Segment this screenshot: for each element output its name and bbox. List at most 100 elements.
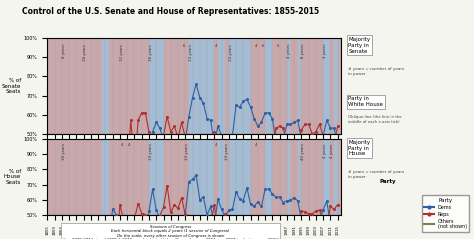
Bar bbox=[247, 139, 251, 215]
Legend: Dems, Reps, Others
(not shown): Dems, Reps, Others (not shown) bbox=[421, 195, 469, 232]
Text: 4: 4 bbox=[215, 143, 218, 147]
Bar bbox=[319, 38, 323, 134]
Text: Party in
White House: Party in White House bbox=[348, 96, 383, 107]
Bar bbox=[337, 139, 341, 215]
Bar bbox=[109, 38, 113, 134]
Bar bbox=[124, 139, 127, 215]
Bar bbox=[319, 139, 323, 215]
Bar bbox=[276, 139, 280, 215]
Bar bbox=[185, 139, 189, 215]
Bar bbox=[258, 38, 262, 134]
Bar bbox=[51, 139, 55, 215]
Bar bbox=[294, 139, 298, 215]
Bar bbox=[210, 139, 214, 215]
Bar bbox=[182, 38, 185, 134]
Bar bbox=[262, 38, 265, 134]
Bar bbox=[214, 139, 218, 215]
Bar bbox=[102, 139, 105, 215]
Bar bbox=[171, 38, 174, 134]
Bar bbox=[247, 38, 251, 134]
Bar bbox=[280, 139, 283, 215]
Bar bbox=[214, 38, 218, 134]
Bar bbox=[203, 139, 207, 215]
Text: 4 years: 4 years bbox=[323, 143, 327, 158]
Text: 40 years: 40 years bbox=[301, 143, 305, 160]
Bar bbox=[200, 38, 203, 134]
Text: Majority
Party in
House: Majority Party in House bbox=[348, 140, 371, 157]
Bar bbox=[120, 38, 124, 134]
Bar bbox=[76, 38, 80, 134]
Bar bbox=[327, 38, 330, 134]
Bar bbox=[323, 139, 327, 215]
Bar bbox=[218, 38, 221, 134]
Bar bbox=[98, 139, 102, 215]
Bar bbox=[113, 139, 116, 215]
Bar bbox=[95, 38, 98, 134]
Bar bbox=[146, 38, 149, 134]
Bar bbox=[312, 38, 316, 134]
Text: 6: 6 bbox=[262, 44, 264, 48]
Bar bbox=[167, 139, 171, 215]
Text: 12 years: 12 years bbox=[120, 44, 124, 61]
Bar bbox=[221, 38, 225, 134]
Bar bbox=[76, 139, 80, 215]
Bar bbox=[47, 139, 51, 215]
Bar bbox=[80, 38, 84, 134]
Bar bbox=[62, 38, 65, 134]
Bar bbox=[167, 38, 171, 134]
Bar bbox=[327, 139, 330, 215]
Bar bbox=[258, 139, 262, 215]
Bar bbox=[203, 38, 207, 134]
Bar bbox=[156, 139, 160, 215]
Bar bbox=[138, 139, 142, 215]
Text: 14 years: 14 years bbox=[149, 143, 153, 160]
Bar bbox=[153, 38, 156, 134]
Bar bbox=[200, 139, 203, 215]
Bar bbox=[160, 38, 164, 134]
Bar bbox=[142, 38, 146, 134]
Bar bbox=[240, 139, 243, 215]
Bar bbox=[69, 139, 73, 215]
Bar bbox=[337, 38, 341, 134]
Bar bbox=[185, 38, 189, 134]
Bar bbox=[120, 139, 124, 215]
Bar bbox=[102, 38, 105, 134]
Bar bbox=[294, 38, 298, 134]
Bar bbox=[58, 139, 62, 215]
Bar bbox=[330, 139, 334, 215]
Bar bbox=[265, 38, 269, 134]
Bar bbox=[232, 38, 236, 134]
Text: 14 years: 14 years bbox=[189, 44, 193, 61]
Bar bbox=[65, 38, 69, 134]
Bar bbox=[218, 139, 221, 215]
Bar bbox=[87, 139, 91, 215]
Bar bbox=[334, 38, 337, 134]
Bar bbox=[84, 139, 87, 215]
Bar bbox=[254, 38, 258, 134]
Text: Oblique line (the line in the
middle of each x-axis tick): Oblique line (the line in the middle of … bbox=[348, 115, 402, 124]
Bar bbox=[236, 139, 240, 215]
Bar bbox=[156, 38, 160, 134]
Bar bbox=[301, 139, 305, 215]
Bar bbox=[146, 139, 149, 215]
Bar bbox=[240, 38, 243, 134]
Bar bbox=[51, 38, 55, 134]
Bar bbox=[309, 38, 312, 134]
Bar bbox=[236, 38, 240, 134]
Bar bbox=[210, 38, 214, 134]
Bar bbox=[55, 139, 58, 215]
Bar bbox=[283, 38, 287, 134]
Text: 6: 6 bbox=[182, 44, 185, 48]
Bar bbox=[251, 38, 254, 134]
Bar bbox=[269, 139, 273, 215]
Bar bbox=[127, 139, 131, 215]
Bar bbox=[273, 38, 276, 134]
Bar bbox=[164, 139, 167, 215]
Bar bbox=[73, 38, 76, 134]
Bar bbox=[298, 38, 301, 134]
Bar bbox=[164, 38, 167, 134]
Text: 4: 4 bbox=[215, 44, 218, 48]
Bar bbox=[330, 38, 334, 134]
Bar bbox=[316, 38, 319, 134]
Bar bbox=[91, 38, 95, 134]
